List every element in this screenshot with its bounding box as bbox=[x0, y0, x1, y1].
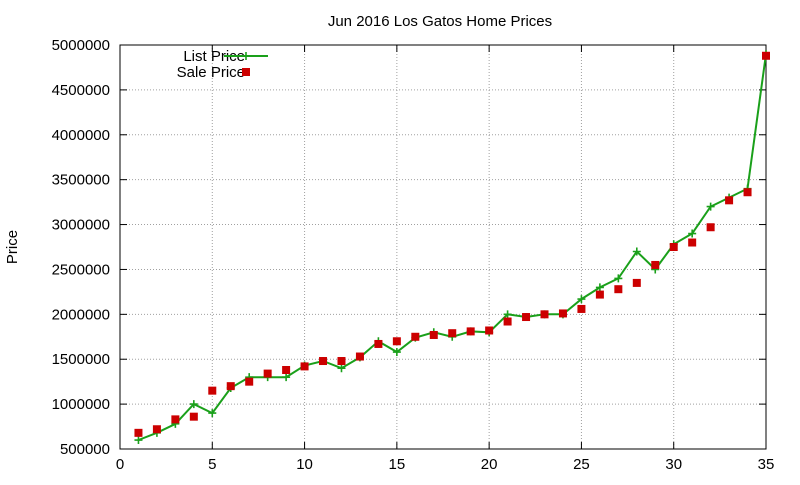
data-point bbox=[466, 327, 475, 336]
x-tick-label: 0 bbox=[116, 456, 124, 473]
data-point bbox=[429, 330, 438, 339]
data-point bbox=[485, 326, 494, 335]
data-point bbox=[355, 352, 364, 361]
data-point bbox=[632, 247, 641, 256]
data-point bbox=[743, 188, 752, 197]
y-tick-label: 1000000 bbox=[52, 396, 110, 413]
chart-title: Jun 2016 Los Gatos Home Prices bbox=[328, 13, 552, 30]
x-tick-label: 10 bbox=[296, 456, 313, 473]
x-tick-label: 30 bbox=[665, 456, 682, 473]
data-point bbox=[208, 409, 217, 418]
data-point bbox=[595, 283, 604, 292]
y-tick-label: 3000000 bbox=[52, 217, 110, 234]
data-point bbox=[226, 382, 235, 391]
plot-frame bbox=[119, 44, 767, 450]
data-point bbox=[282, 373, 291, 382]
data-point bbox=[558, 309, 567, 318]
data-point bbox=[632, 278, 641, 287]
data-point bbox=[614, 285, 623, 294]
data-point bbox=[503, 317, 512, 326]
data-point bbox=[540, 310, 549, 319]
data-point bbox=[411, 332, 420, 341]
data-point bbox=[614, 274, 623, 283]
data-point bbox=[577, 304, 586, 313]
x-tick-label: 15 bbox=[389, 456, 406, 473]
y-tick-label: 4500000 bbox=[52, 82, 110, 99]
data-point bbox=[189, 412, 198, 421]
data-point bbox=[245, 377, 254, 386]
data-point bbox=[300, 362, 309, 371]
data-point bbox=[688, 238, 697, 247]
data-point bbox=[171, 415, 180, 424]
x-tick-label: 20 bbox=[481, 456, 498, 473]
data-series bbox=[134, 49, 770, 445]
data-point bbox=[319, 357, 328, 366]
data-point bbox=[282, 365, 291, 374]
x-tick-label: 35 bbox=[758, 456, 775, 473]
data-point bbox=[392, 337, 401, 346]
y-tick-label: 2000000 bbox=[52, 306, 110, 323]
series-sale-price bbox=[134, 51, 770, 437]
data-point bbox=[503, 310, 512, 319]
data-point bbox=[263, 369, 272, 378]
data-point bbox=[725, 196, 734, 205]
legend-marker bbox=[242, 52, 250, 60]
data-point bbox=[762, 51, 770, 60]
y-tick-label: 1500000 bbox=[52, 351, 110, 368]
grid-lines bbox=[120, 45, 766, 449]
legend-marker bbox=[242, 68, 250, 76]
data-point bbox=[337, 357, 346, 366]
data-point bbox=[337, 364, 346, 373]
y-tick-label: 5000000 bbox=[52, 37, 110, 54]
x-tick-label: 5 bbox=[208, 456, 216, 473]
data-point bbox=[706, 202, 715, 211]
data-point bbox=[706, 223, 715, 232]
data-point bbox=[134, 428, 143, 437]
data-point bbox=[392, 348, 401, 357]
data-point bbox=[208, 386, 217, 395]
y-tick-label: 500000 bbox=[60, 441, 110, 458]
data-point bbox=[651, 260, 660, 269]
y-tick-label: 3500000 bbox=[52, 172, 110, 189]
x-tick-label: 25 bbox=[573, 456, 590, 473]
y-axis-label: Price bbox=[4, 230, 21, 264]
data-point bbox=[189, 400, 198, 409]
data-point bbox=[669, 243, 678, 251]
legend-label: Sale Price bbox=[177, 64, 245, 81]
data-point bbox=[577, 295, 586, 304]
data-point bbox=[448, 329, 457, 338]
legend-label: List Price bbox=[183, 48, 245, 65]
y-tick-label: 4000000 bbox=[52, 127, 110, 144]
axis-ticks: 0 5 10 15 20 25 30 35 500000 1000000 1500000 200000… bbox=[52, 37, 775, 473]
data-point bbox=[595, 290, 604, 299]
data-point bbox=[374, 339, 383, 348]
data-point bbox=[522, 313, 531, 322]
data-point bbox=[134, 436, 143, 445]
data-point bbox=[152, 425, 161, 434]
y-tick-label: 2500000 bbox=[52, 261, 110, 278]
data-point bbox=[688, 229, 697, 238]
